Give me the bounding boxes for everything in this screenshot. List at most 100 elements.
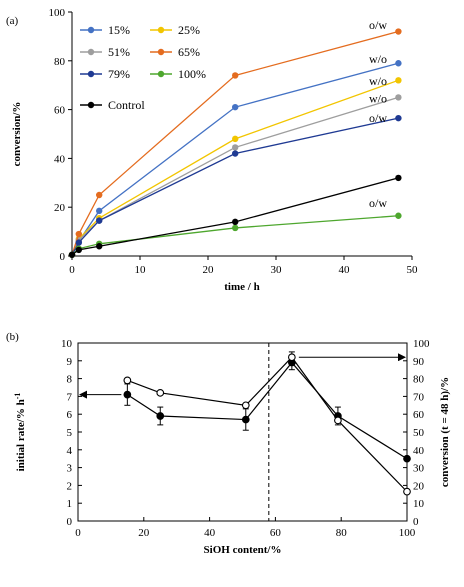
x-tick-label-a: 50 [407, 264, 419, 276]
data-point-Control [395, 174, 402, 182]
data-point-open [334, 416, 342, 425]
y-tick-label-b: 10 [61, 338, 73, 350]
y-axis-label-b: initial rate/% h-1 [13, 393, 27, 472]
legend-label: Control [108, 98, 145, 112]
y-tick-label-b: 8 [67, 374, 73, 386]
y2-tick-label-b: 70 [413, 391, 425, 403]
y-tick-label-a: 100 [49, 7, 66, 19]
y2-tick-label-b: 80 [413, 374, 425, 386]
y-tick-label-b: 1 [67, 498, 73, 510]
y-tick-label-b: 4 [67, 445, 73, 457]
data-point-25% [395, 77, 402, 84]
data-point-65% [75, 230, 83, 238]
series-line-open [127, 356, 408, 493]
data-point-filled [123, 390, 132, 399]
data-point-65% [96, 191, 103, 199]
curve-annotation: o/w [369, 18, 387, 32]
data-point-79% [75, 239, 83, 246]
y-tick-label-b: 3 [67, 463, 73, 475]
y2-axis-label-b: conversion (t = 48 h)/% [439, 377, 451, 487]
legend-swatch-marker [87, 48, 95, 56]
y2-tick-label-b: 0 [413, 516, 419, 528]
data-point-Control [68, 251, 76, 258]
x-tick-label-b: 0 [75, 527, 81, 539]
curve-annotation: o/w [369, 196, 387, 210]
curve-annotation: w/o [369, 52, 387, 66]
y-tick-label-a: 20 [54, 202, 66, 214]
data-point-open [288, 353, 296, 362]
data-point-100% [232, 224, 239, 232]
data-point-65% [395, 28, 402, 35]
data-point-79% [232, 150, 239, 157]
data-point-open [123, 376, 132, 385]
data-point-open [241, 401, 250, 410]
series-line-filled [127, 361, 408, 460]
legend-swatch-marker [157, 70, 165, 78]
y2-tick-label-b: 40 [413, 445, 425, 457]
data-point-51% [395, 94, 402, 101]
y-tick-label-a: 40 [54, 153, 66, 165]
data-point-100% [395, 212, 402, 219]
y2-tick-label-b: 60 [413, 409, 425, 421]
data-point-79% [96, 217, 103, 224]
data-point-51% [232, 144, 239, 151]
y2-tick-label-b: 90 [413, 356, 425, 368]
data-point-Control [96, 243, 103, 250]
plot-frame-b [77, 342, 408, 522]
data-point-79% [395, 114, 402, 122]
x-tick-label-a: 0 [69, 264, 75, 276]
y-tick-label-b: 2 [67, 480, 73, 492]
y2-tick-label-b: 50 [413, 427, 425, 439]
data-point-filled [403, 454, 411, 463]
legend-label: 15% [108, 23, 130, 37]
y2-tick-label-b: 10 [413, 498, 425, 510]
legend-swatch-marker [157, 48, 165, 56]
y-tick-label-b: 0 [67, 516, 73, 528]
y-axis-label-superscript: -1 [13, 393, 22, 400]
legend-label: 25% [178, 23, 200, 37]
data-point-15% [232, 103, 239, 111]
y-tick-label-b: 9 [67, 356, 73, 368]
y-tick-label-b: 6 [67, 409, 73, 421]
curve-annotation: o/w [369, 111, 387, 125]
x-axis-label-b: SiOH content/% [204, 544, 282, 556]
y-tick-label-b: 5 [67, 427, 73, 439]
data-point-15% [395, 60, 402, 67]
x-tick-label-a: 30 [271, 264, 283, 276]
y2-tick-label-b: 20 [413, 480, 425, 492]
panel-label-a: (a) [6, 15, 19, 27]
data-point-Control [75, 246, 83, 254]
legend-swatch-marker [87, 101, 95, 109]
x-tick-label-b: 40 [204, 527, 216, 539]
data-point-15% [96, 207, 103, 215]
panel-label-b: (b) [6, 331, 19, 343]
data-point-filled [241, 415, 250, 424]
y-tick-label-b: 7 [67, 391, 73, 403]
data-point-open [156, 388, 165, 397]
legend-label: 100% [178, 67, 206, 81]
y-axis-label-a: conversion/% [11, 102, 23, 167]
x-tick-label-b: 80 [336, 527, 348, 539]
data-point-65% [232, 72, 239, 79]
legend-label: 51% [108, 45, 130, 59]
y-tick-label-a: 60 [54, 105, 66, 117]
legend-label: 79% [108, 67, 130, 81]
y-tick-label-a: 80 [54, 56, 66, 68]
legend-swatch-marker [87, 26, 95, 34]
x-tick-label-b: 20 [138, 527, 150, 539]
curve-annotation: w/o [369, 91, 387, 105]
data-point-25% [232, 135, 239, 143]
y2-tick-label-b: 100 [413, 338, 430, 350]
data-point-Control [232, 218, 239, 226]
x-axis-label-a: time / h [224, 281, 259, 293]
x-tick-label-a: 10 [135, 264, 147, 276]
series-line-Control [71, 177, 399, 256]
y2-tick-label-b: 30 [413, 463, 425, 475]
data-point-open [403, 487, 411, 496]
y-tick-label-a: 0 [60, 251, 66, 263]
x-tick-label-a: 20 [203, 264, 215, 276]
legend-swatch-marker [87, 70, 95, 78]
x-tick-label-b: 100 [399, 527, 416, 539]
legend-swatch-marker [157, 26, 165, 34]
